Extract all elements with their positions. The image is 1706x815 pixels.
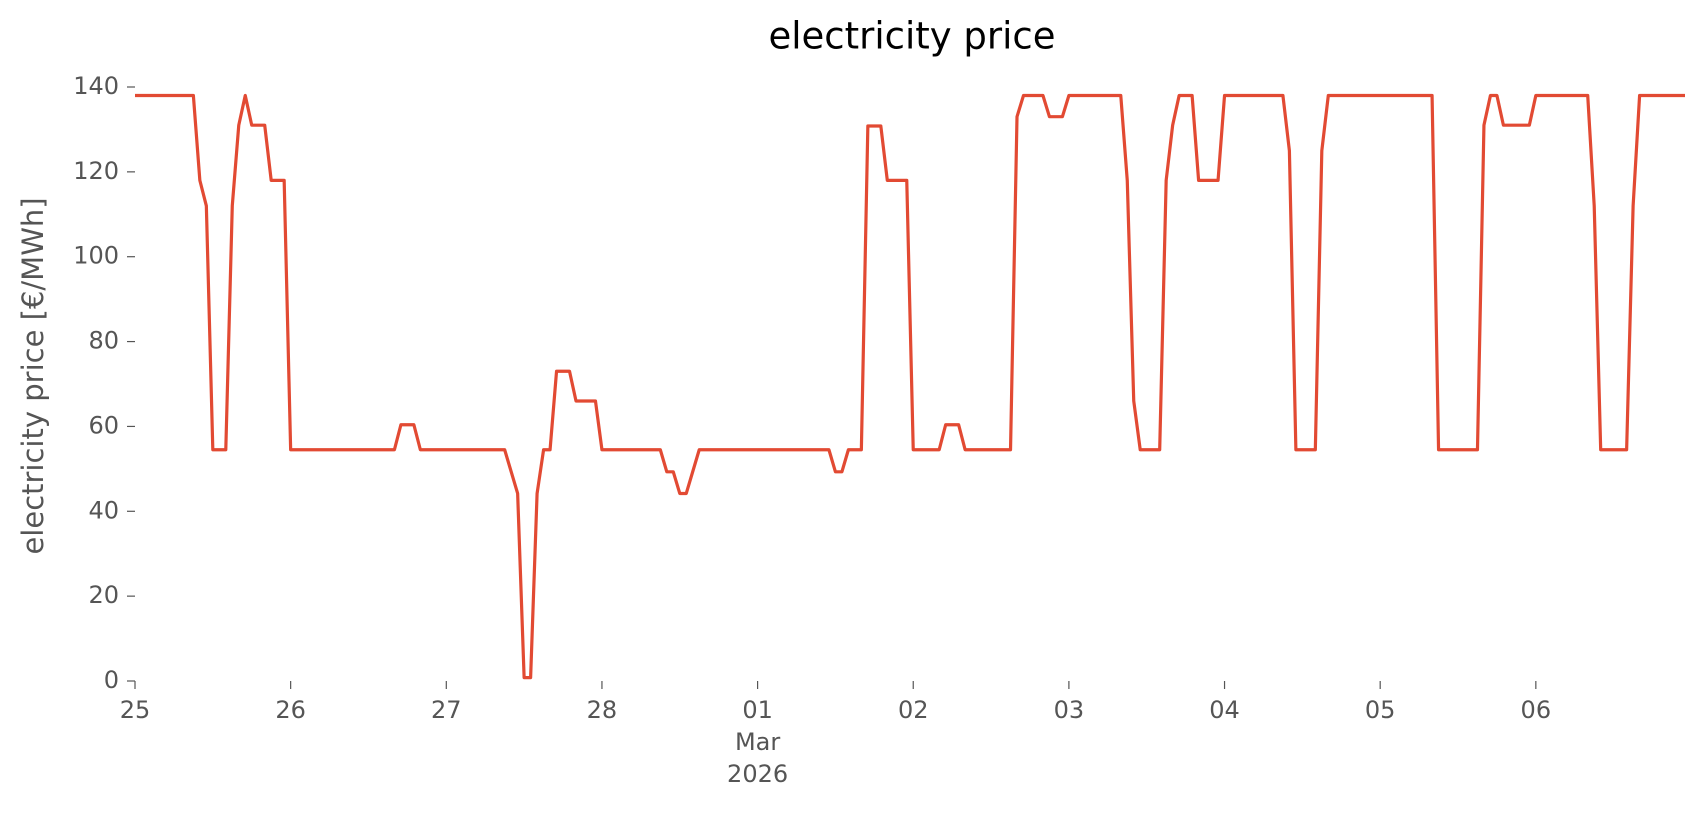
- y-tick-label: 120: [73, 157, 119, 185]
- y-tick-label: 100: [73, 242, 119, 270]
- price-line: [135, 93, 1685, 680]
- y-tick-label: 140: [73, 72, 119, 100]
- y-tick-label: 80: [88, 327, 119, 355]
- x-tick-label: 06: [1520, 696, 1552, 724]
- x-tick-label: 27: [431, 696, 462, 724]
- x-tick-label: 02: [897, 696, 929, 724]
- x-tick-label: 05: [1364, 696, 1396, 724]
- y-tick-label: 0: [104, 666, 119, 694]
- y-tick-label: 40: [88, 496, 119, 524]
- y-tick-label: 20: [88, 581, 119, 609]
- x-tick-label: 28: [586, 696, 618, 724]
- x-tick-label: 01 Mar 2026: [727, 696, 789, 788]
- y-tick-label: 60: [88, 411, 119, 439]
- x-tick-label: 04: [1209, 696, 1240, 724]
- chart-title: electricity price: [768, 15, 1055, 58]
- x-tick-label: 25: [119, 696, 151, 724]
- x-tick-label: 26: [275, 696, 306, 724]
- x-tick-label: 03: [1053, 696, 1085, 724]
- y-axis-label: electricity price [€/MWh]: [16, 197, 50, 554]
